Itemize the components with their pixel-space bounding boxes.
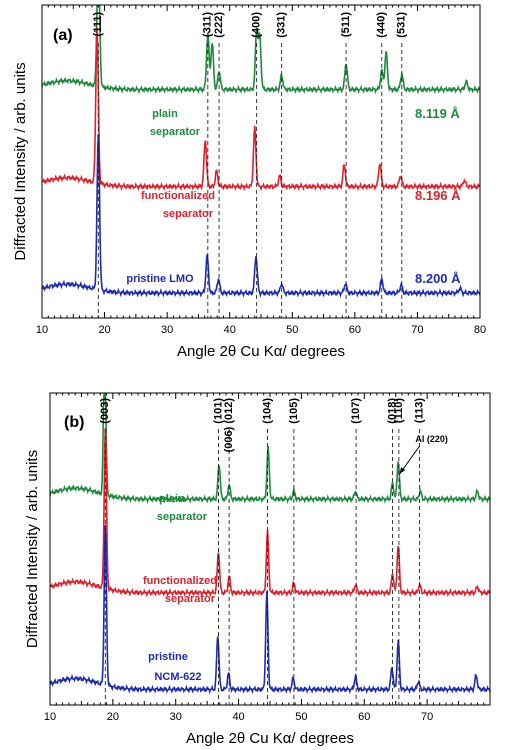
series-label: pristine LMO (126, 273, 194, 285)
x-tick-label: 30 (170, 711, 182, 723)
reflection-label: (113) (414, 398, 426, 423)
series-label: separator (165, 593, 216, 605)
reflection-label: (105) (288, 398, 300, 424)
x-tick-label: 60 (349, 324, 361, 336)
x-tick-label: 70 (421, 711, 433, 723)
annotation-label: Al (220) (415, 434, 448, 444)
x-tick-label: 10 (36, 324, 48, 336)
y-axis-label: Diffracted Intensity / arb. units (12, 62, 29, 260)
series-trace-1 (41, 5, 481, 95)
lattice-parameter: 8.119 Å (415, 106, 460, 121)
reflection-label: (111) (92, 12, 104, 37)
series-label: plain (152, 108, 178, 120)
series-label: pristine (148, 651, 188, 663)
x-tick-label: 60 (358, 711, 370, 723)
x-axis-label: Angle 2θ Cu Kα/ degrees (186, 730, 354, 747)
x-tick-label: 40 (232, 711, 244, 723)
x-tick-label: 30 (161, 324, 173, 336)
series-label: functionalized (143, 575, 217, 587)
panel-letter: (a) (53, 27, 73, 44)
x-tick-label: 70 (411, 324, 423, 336)
lattice-parameter: 8.196 Å (415, 188, 461, 203)
annotation-arrowhead (399, 467, 406, 474)
series-label: separator (150, 126, 201, 138)
series-label: NCM-622 (154, 671, 201, 683)
reflection-label: (511) (340, 12, 352, 37)
series-trace-3 (49, 524, 491, 695)
reflection-label: (104) (261, 398, 273, 424)
y-axis-label: Diffracted Intensity / arb. units (24, 450, 41, 648)
x-tick-label: 50 (286, 324, 298, 336)
panel-letter: (b) (64, 414, 84, 431)
series-trace-2 (49, 428, 491, 598)
x-axis-label: Angle 2θ Cu Kα/ degrees (177, 343, 345, 360)
reflection-label: (531) (396, 12, 408, 38)
x-tick-label: 40 (224, 324, 236, 336)
series-label: functionalized (141, 190, 215, 202)
reflection-label: (006) (012) (223, 398, 235, 453)
x-tick-label: 50 (295, 711, 307, 723)
panel-a: (111) (311) (222) (400) (331) (511) (440) (531)… (12, 4, 486, 360)
x-tick-label: 10 (44, 711, 56, 723)
reflection-label: (003) (99, 398, 111, 424)
reflection-label: (331) (276, 12, 288, 38)
x-tick-label: 80 (474, 324, 486, 336)
lattice-parameter: 8.200 Å (415, 271, 461, 286)
series-trace-1 (49, 393, 491, 505)
reflection-label: (018) (386, 398, 398, 424)
series-label: plain (159, 493, 185, 505)
x-tick-label: 20 (107, 711, 119, 723)
x-tick-label: 20 (98, 324, 110, 336)
reflection-label: (222) (213, 12, 225, 38)
series-label: separator (163, 208, 214, 220)
reflection-label: (107) (350, 398, 362, 424)
reflection-label: (110) (393, 398, 405, 423)
series-label: separator (157, 511, 208, 523)
reflection-label: (400) (251, 12, 263, 38)
series-trace-2 (41, 27, 481, 192)
reflection-label: (101) (212, 398, 224, 424)
series-trace-3 (41, 134, 481, 298)
panel-b: (003) (101)(006) (012) (104) (105) (107) (018… (24, 392, 491, 747)
reflection-label: (440) (376, 12, 388, 38)
reflection-label: (311) (202, 12, 214, 37)
